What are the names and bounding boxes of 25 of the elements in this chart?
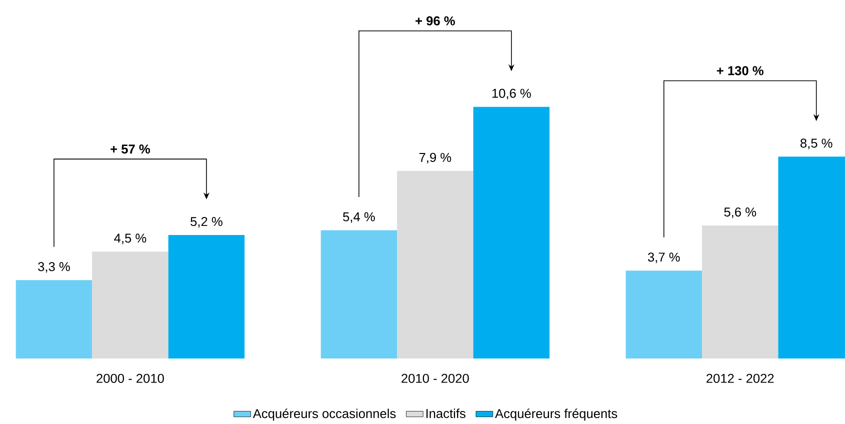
data-label: 8,5 % — [800, 138, 832, 150]
bar — [626, 270, 702, 359]
text: + 96 % — [416, 16, 455, 26]
bar — [168, 235, 245, 359]
data-label: 5,6 % — [724, 208, 756, 218]
text: + 130 % — [716, 66, 764, 76]
data-label: 5,2 % — [190, 217, 222, 228]
legend-label: Inactifs — [426, 408, 466, 418]
bar — [397, 171, 474, 359]
bar — [16, 280, 92, 359]
data-label: 7,9 % — [419, 152, 452, 164]
x-tick-label: 2010 - 2020 — [402, 374, 469, 383]
data-label: 4,5 % — [114, 234, 146, 244]
annotation: + 57 % — [110, 144, 150, 154]
x-tick-label: 2000 - 2010 — [96, 374, 164, 383]
legend-label: Acquéreurs fréquents — [495, 408, 618, 421]
data-label: 3,3 % — [38, 262, 70, 273]
bar — [92, 252, 168, 359]
bar — [320, 230, 398, 359]
x-tick-label: 2012 - 2022 — [706, 374, 774, 383]
bar — [473, 106, 550, 359]
data-label: 3,7 % — [648, 252, 680, 264]
data-label: 5,4 % — [343, 212, 375, 223]
legend-label: Acquéreurs occasionnels — [252, 408, 396, 421]
data-label: 10,6 % — [492, 88, 531, 100]
